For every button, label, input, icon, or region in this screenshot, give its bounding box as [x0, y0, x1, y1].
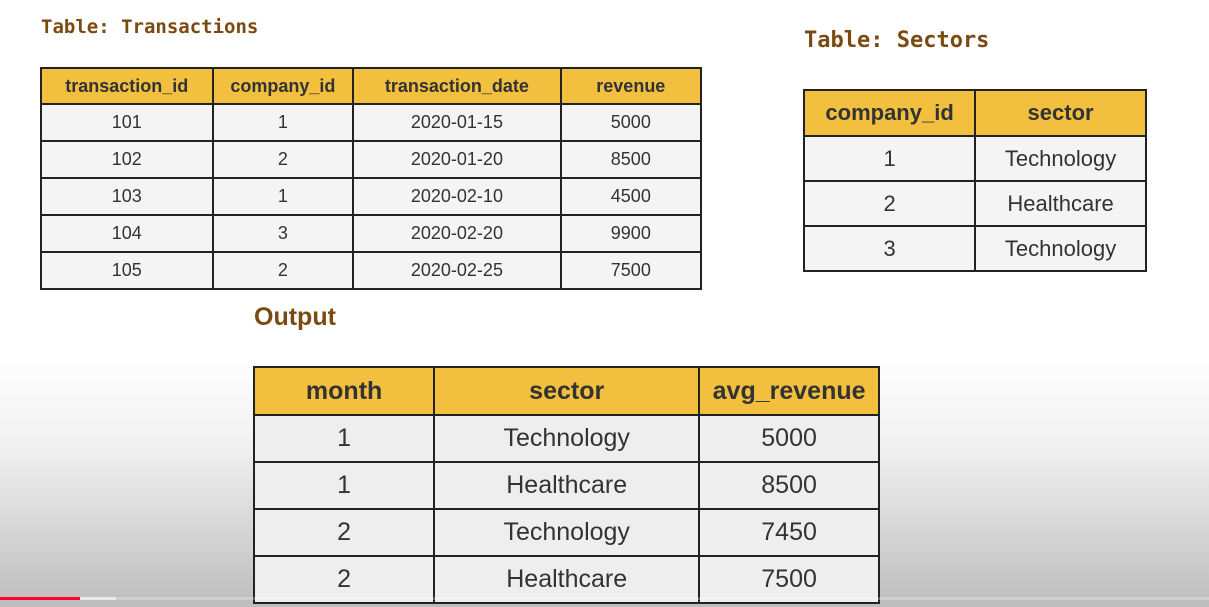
table-cell: 3: [802, 225, 977, 272]
table-cell: 2020-01-15: [352, 103, 562, 142]
table-cell: 102: [40, 140, 214, 179]
table-row: 103 1 2020-02-10 4500: [40, 177, 703, 216]
table-cell: 103: [40, 177, 214, 216]
table-cell: 1: [211, 177, 355, 216]
table-cell: 8500: [559, 140, 703, 179]
table-cell: 101: [40, 103, 214, 142]
table-row: 3 Technology: [802, 225, 1147, 272]
table-row: 105 2 2020-02-25 7500: [40, 251, 703, 290]
table-cell: Technology: [433, 508, 701, 557]
table-cell: 1: [802, 135, 977, 182]
table-cell: 2020-02-20: [352, 214, 562, 253]
table-cell: 2: [802, 180, 977, 227]
table-cell: Healthcare: [433, 555, 701, 604]
table-row: 1 Technology: [802, 135, 1147, 182]
table-cell: Technology: [974, 135, 1147, 182]
table-row: 2 Healthcare: [802, 180, 1147, 227]
table-cell: 2020-02-25: [352, 251, 562, 290]
column-header-avg-revenue: avg_revenue: [698, 366, 880, 416]
table-cell: 2: [252, 508, 436, 557]
table-cell: 1: [252, 414, 436, 463]
column-header-month: month: [252, 366, 436, 416]
table-row: 102 2 2020-01-20 8500: [40, 140, 703, 179]
table-cell: 2: [252, 555, 436, 604]
table-cell: Technology: [433, 414, 701, 463]
transactions-table: transaction_id company_id transaction_da…: [40, 67, 703, 290]
video-progress-bar[interactable]: [0, 597, 1209, 600]
table-row: 2 Technology 7450: [252, 508, 880, 557]
output-table: month sector avg_revenue 1 Technology 50…: [252, 366, 880, 604]
table-row: 101 1 2020-01-15 5000: [40, 103, 703, 142]
column-header-transaction-id: transaction_id: [40, 67, 214, 105]
table-header-row: transaction_id company_id transaction_da…: [40, 67, 703, 105]
table-row: 1 Healthcare 8500: [252, 461, 880, 510]
table-header-row: month sector avg_revenue: [252, 366, 880, 416]
table-cell: 8500: [698, 461, 880, 510]
table-cell: 3: [211, 214, 355, 253]
column-header-sector: sector: [433, 366, 701, 416]
table-row: 1 Technology 5000: [252, 414, 880, 463]
column-header-transaction-date: transaction_date: [352, 67, 562, 105]
table-row: 104 3 2020-02-20 9900: [40, 214, 703, 253]
sectors-table: company_id sector 1 Technology 2 Healthc…: [802, 89, 1147, 272]
transactions-table-title: Table: Transactions: [41, 16, 259, 38]
column-header-company-id: company_id: [211, 67, 355, 105]
table-cell: 2020-02-10: [352, 177, 562, 216]
table-cell: 5000: [559, 103, 703, 142]
column-header-revenue: revenue: [559, 67, 703, 105]
table-cell: 4500: [559, 177, 703, 216]
table-cell: 7500: [559, 251, 703, 290]
table-cell: 7450: [698, 508, 880, 557]
video-played-bar: [0, 597, 80, 600]
table-cell: 2: [211, 251, 355, 290]
column-header-company-id: company_id: [802, 89, 977, 137]
table-cell: 9900: [559, 214, 703, 253]
sectors-table-title: Table: Sectors: [804, 28, 990, 53]
table-cell: 1: [252, 461, 436, 510]
table-cell: 104: [40, 214, 214, 253]
table-row: 2 Healthcare 7500: [252, 555, 880, 604]
table-cell: Healthcare: [433, 461, 701, 510]
table-cell: 7500: [698, 555, 880, 604]
table-cell: 5000: [698, 414, 880, 463]
output-table-title: Output: [254, 303, 336, 331]
table-header-row: company_id sector: [802, 89, 1147, 137]
column-header-sector: sector: [974, 89, 1147, 137]
table-cell: 105: [40, 251, 214, 290]
table-cell: 2: [211, 140, 355, 179]
table-cell: 1: [211, 103, 355, 142]
table-cell: 2020-01-20: [352, 140, 562, 179]
table-cell: Technology: [974, 225, 1147, 272]
table-cell: Healthcare: [974, 180, 1147, 227]
